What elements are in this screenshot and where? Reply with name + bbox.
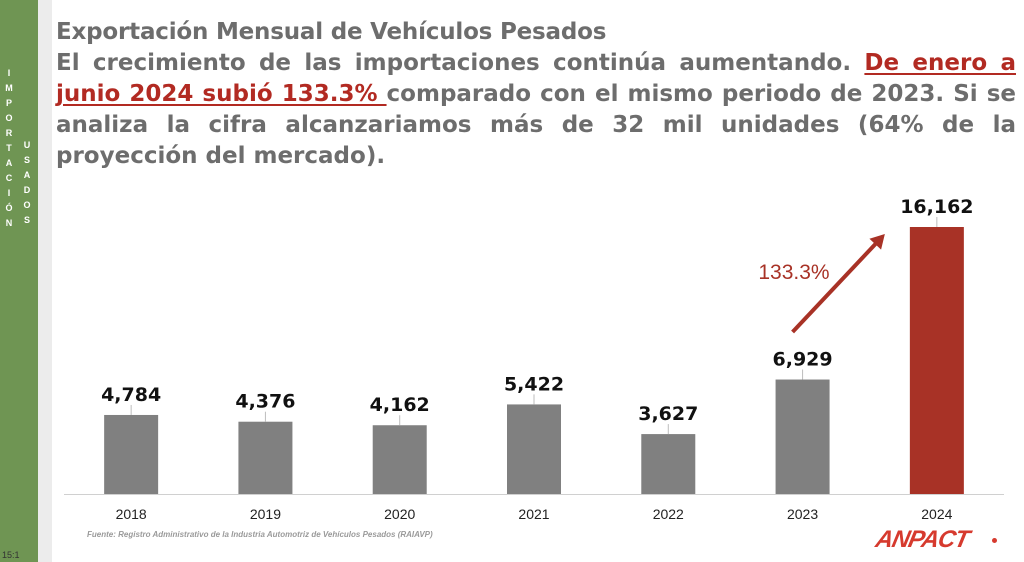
x-tick-2019: 2019 <box>250 506 281 522</box>
sidebar-band: IMPORTACIÓN USADOS <box>0 0 38 562</box>
value-label-2018: 4,784 <box>101 384 161 406</box>
summary-text-b: comparado con el mismo periodo de 2023. … <box>56 81 1016 169</box>
x-tick-2023: 2023 <box>787 506 818 522</box>
x-tick-2018: 2018 <box>116 506 147 522</box>
x-tick-2022: 2022 <box>653 506 684 522</box>
value-label-2022: 3,627 <box>638 403 698 425</box>
value-label-2020: 4,162 <box>370 394 430 416</box>
anpact-logo: ANPACT <box>873 526 972 553</box>
source-note: Fuente: Registro Administrativo de la In… <box>87 530 433 539</box>
logo-dot <box>992 538 997 543</box>
summary-highlight: De enero a junio 2024 subió 133.3% <box>56 50 1016 107</box>
bar-2023 <box>775 379 830 494</box>
sidebar-word-importacion: IMPORTACIÓN <box>4 68 14 233</box>
x-tick-2024: 2024 <box>921 506 952 522</box>
taskbar-strip: 15:1 <box>0 550 200 562</box>
summary-text-a: El crecimiento de las importaciones cont… <box>56 50 865 76</box>
summary-paragraph: El crecimiento de las importaciones cont… <box>56 48 1016 172</box>
bar-2020 <box>372 425 427 494</box>
x-tick-2021: 2021 <box>518 506 549 522</box>
taskbar-time: 15:1 <box>2 550 20 560</box>
bar-2022 <box>641 434 696 494</box>
growth-annotation: 133.3% <box>758 261 829 284</box>
sidebar-gap <box>38 0 52 562</box>
growth-arrow-shaft <box>791 241 879 334</box>
sidebar-word-usados: USADOS <box>22 140 32 230</box>
bar-2018 <box>104 414 159 494</box>
value-label-2023: 6,929 <box>773 349 833 371</box>
page-title: Exportación Mensual de Vehículos Pesados <box>56 19 607 45</box>
bar-2021 <box>507 404 561 494</box>
value-label-2021: 5,422 <box>504 373 564 395</box>
bar-2019 <box>238 421 293 494</box>
growth-arrow-head <box>869 234 885 250</box>
bar-2024 <box>909 227 964 494</box>
x-tick-2020: 2020 <box>384 506 415 522</box>
value-label-2019: 4,376 <box>235 391 295 413</box>
value-label-2024: 16,162 <box>900 196 973 218</box>
